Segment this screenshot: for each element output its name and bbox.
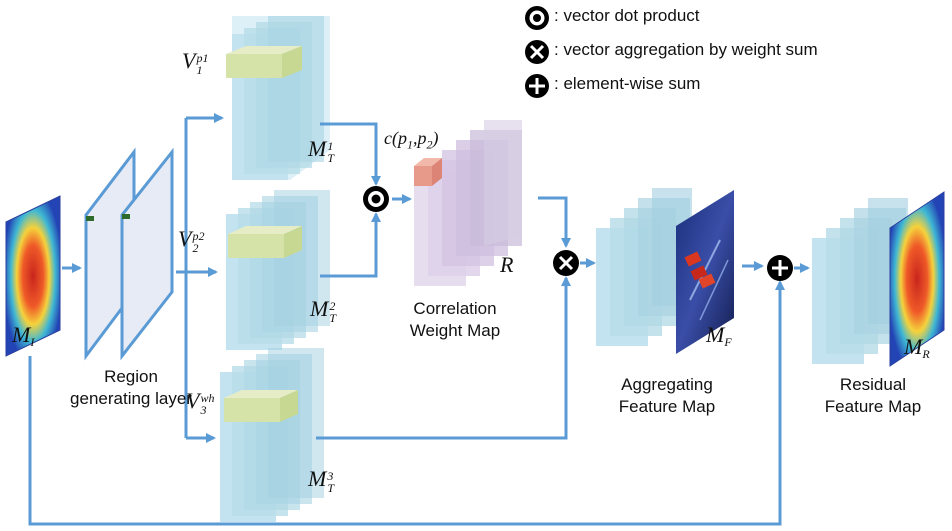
correlation-label: Correlation Weight Map [380,298,530,342]
feature-stack-1 [226,16,330,180]
legend-plus-icon [525,74,549,98]
legend-dot-text: : vector dot product [554,6,700,25]
math-mi: MI [12,322,35,350]
residual-label-line2: Feature Map [824,397,922,416]
math-v3: Vwh 3 [186,388,215,418]
legend-plus-text: : element-wise sum [554,74,701,93]
math-mr: MR [904,334,930,362]
math-v2: Vp2 2 [178,226,205,256]
correlation-label-line1: Correlation [413,299,497,318]
aggregating-feature-map [596,188,734,354]
aggregation-operator [553,250,579,276]
residual-label: Residual Feature Map [798,374,948,418]
legend-cross-text: : vector aggregation by weight sum [554,40,818,59]
aggregating-label-line1: Aggregating [621,375,713,394]
math-r: R [500,252,514,277]
region-label-line1: Region [104,367,158,386]
aggregating-label: Aggregating Feature Map [592,374,742,418]
residual-label-line1: Residual [839,375,907,394]
aggregating-label-line2: Feature Map [618,397,716,416]
region-generating-layer [84,147,174,361]
residual-feature-map [812,191,945,367]
legend-cross-icon [525,40,549,64]
math-mt3: M3 T [308,466,335,496]
connectors [28,113,810,526]
math-mt2: M2 T [310,296,337,326]
input-heatmap [5,195,61,357]
feature-stack-2 [226,190,330,350]
math-mt1: M1 T [308,136,335,166]
legend-dot-icon [525,6,549,30]
correlation-label-line2: Weight Map [409,321,501,340]
region-label-line2: generating layer [70,389,192,408]
dot-product-operator [363,186,389,212]
math-correlation: c(p1,p2) [384,128,439,152]
region-label: Region generating layer [36,366,226,410]
feature-stack-3 [220,348,324,522]
sum-operator [767,255,793,281]
math-v1: Vp1 1 [182,48,209,78]
correlation-weight-map [414,120,522,286]
math-mf: MF [706,322,732,350]
